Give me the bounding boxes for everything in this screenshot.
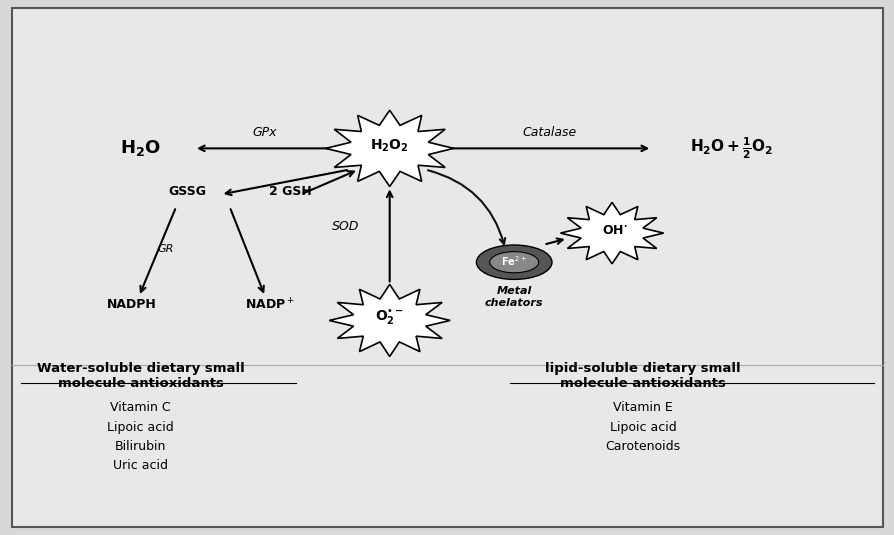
Polygon shape [329, 285, 450, 356]
Text: Vitamin E: Vitamin E [612, 401, 672, 414]
Text: Bilirubin: Bilirubin [114, 440, 166, 453]
Text: Metal
chelators: Metal chelators [485, 286, 543, 308]
Polygon shape [560, 202, 662, 264]
Text: Vitamin C: Vitamin C [110, 401, 171, 414]
Text: Lipoic acid: Lipoic acid [609, 421, 676, 434]
Ellipse shape [476, 245, 552, 279]
Text: GPx: GPx [253, 126, 277, 140]
Text: GR: GR [157, 244, 173, 254]
Text: 2 GSH: 2 GSH [268, 185, 311, 198]
Text: Carotenoids: Carotenoids [605, 440, 680, 453]
Text: $\mathbf{H_2O_2}$: $\mathbf{H_2O_2}$ [370, 137, 409, 154]
Text: Water-soluble dietary small
molecule antioxidants: Water-soluble dietary small molecule ant… [37, 362, 244, 390]
Text: $\mathbf{O_2^{•-}}$: $\mathbf{O_2^{•-}}$ [375, 308, 403, 327]
Text: Catalase: Catalase [522, 126, 577, 140]
Text: SOD: SOD [331, 220, 358, 233]
Text: Lipoic acid: Lipoic acid [107, 421, 173, 434]
Ellipse shape [489, 251, 538, 273]
Text: Uric acid: Uric acid [113, 459, 168, 472]
Text: $\mathbf{H_2O + \frac{1}{2}O_2}$: $\mathbf{H_2O + \frac{1}{2}O_2}$ [689, 135, 773, 161]
FancyBboxPatch shape [12, 8, 882, 527]
Text: lipid-soluble dietary small
molecule antioxidants: lipid-soluble dietary small molecule ant… [544, 362, 740, 390]
Text: NADP$^+$: NADP$^+$ [244, 297, 294, 312]
Text: $\mathbf{H_2O}$: $\mathbf{H_2O}$ [120, 139, 161, 158]
Text: $\mathbf{OH^{\bullet}}$: $\mathbf{OH^{\bullet}}$ [602, 225, 627, 238]
Polygon shape [325, 110, 453, 187]
Text: NADPH: NADPH [106, 298, 156, 311]
Text: GSSG: GSSG [169, 185, 207, 198]
Text: Fe$^{2+}$: Fe$^{2+}$ [501, 254, 527, 268]
